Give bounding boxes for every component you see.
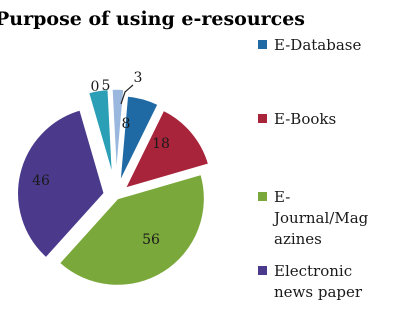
legend-label: E- [274, 188, 290, 206]
pie-slices [16, 88, 210, 287]
pie-slice [111, 88, 125, 177]
data-label: 46 [32, 173, 50, 189]
legend: E-Database E-Books E- Journal/Mag azines Elec… [258, 36, 369, 301]
data-label: 5 [102, 78, 111, 94]
legend-label: E-Books [274, 110, 336, 128]
pie-slice [16, 108, 106, 259]
pie-slice [119, 95, 160, 183]
data-label: 3 [134, 70, 143, 86]
data-label: 0 [91, 79, 100, 95]
legend-label: Journal/Mag [272, 209, 369, 227]
pie-slice [58, 173, 206, 287]
legend-swatch [258, 266, 267, 275]
data-label: 56 [142, 232, 160, 248]
legend-swatch [258, 114, 267, 123]
data-label: 18 [152, 136, 170, 152]
data-labels: 8 18 56 46 50 3 [32, 70, 170, 248]
pie-slice [87, 88, 114, 177]
legend-label: news paper [274, 283, 363, 301]
data-label: 8 [122, 116, 131, 132]
leader-line [120, 84, 134, 105]
chart-title: Purpose of using e-resources [0, 8, 305, 30]
legend-swatch [258, 40, 267, 49]
pie-slice [123, 109, 210, 190]
legend-label: azines [274, 230, 322, 248]
legend-label: Electronic [274, 262, 352, 280]
legend-label: E-Database [274, 36, 361, 54]
legend-swatch [258, 192, 267, 201]
